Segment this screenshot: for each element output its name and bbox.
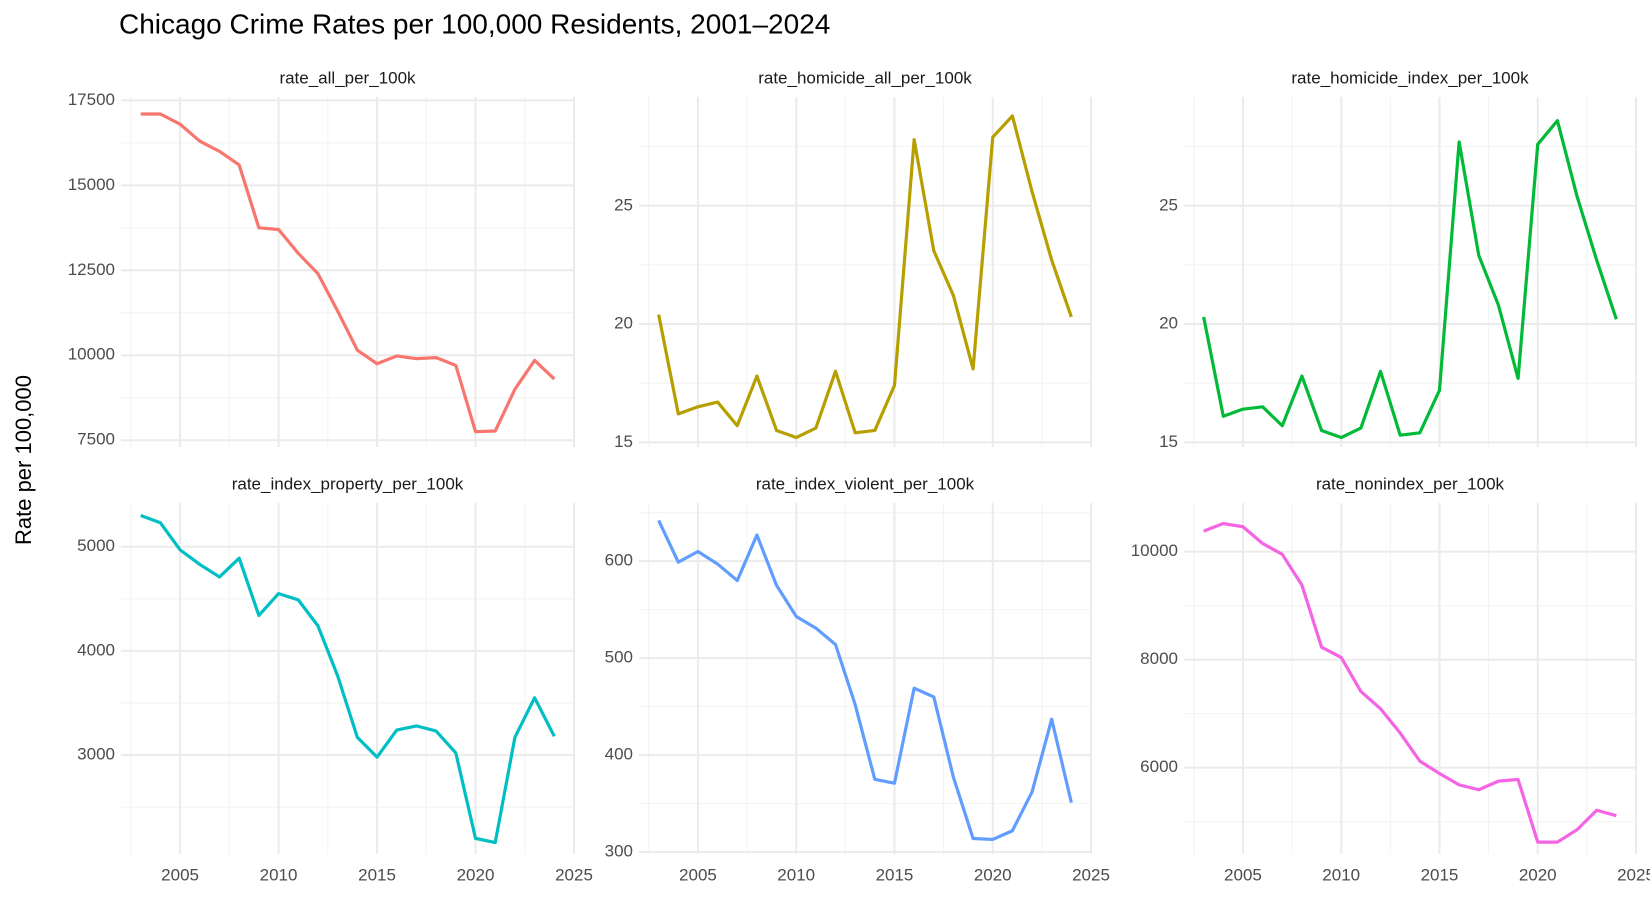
- x-tick-label: 2010: [1322, 865, 1360, 884]
- chart-title: Chicago Crime Rates per 100,000 Resident…: [119, 8, 830, 39]
- y-tick-label: 15: [1159, 432, 1178, 451]
- facet-title: rate_index_violent_per_100k: [756, 474, 975, 493]
- y-tick-label: 6000: [1140, 757, 1178, 776]
- y-tick-label: 8000: [1140, 649, 1178, 668]
- x-tick-label: 2020: [974, 865, 1012, 884]
- x-tick-label: 2010: [777, 865, 815, 884]
- facet-title: rate_homicide_index_per_100k: [1291, 68, 1529, 87]
- data-line: [140, 513, 556, 845]
- y-tick-label: 15000: [68, 175, 115, 194]
- x-tick-label: 2005: [1224, 865, 1262, 884]
- x-tick-label: 2020: [1519, 865, 1557, 884]
- x-tick-label: 2010: [260, 865, 298, 884]
- y-tick-label: 5000: [77, 536, 115, 555]
- y-tick-label: 12500: [68, 260, 115, 279]
- y-tick-label: 20: [1159, 314, 1178, 333]
- x-tick-label: 2025: [1617, 865, 1650, 884]
- x-tick-label: 2015: [1421, 865, 1459, 884]
- facet-title: rate_homicide_all_per_100k: [758, 68, 972, 87]
- x-tick-label: 2005: [679, 865, 717, 884]
- y-tick-label: 600: [605, 551, 633, 570]
- y-tick-label: 10000: [1131, 541, 1178, 560]
- y-tick-label: 400: [605, 745, 633, 764]
- data-line: [657, 519, 1073, 842]
- y-tick-label: 10000: [68, 345, 115, 364]
- y-tick-label: 300: [605, 842, 633, 861]
- x-tick-label: 2015: [358, 865, 396, 884]
- data-line: [1202, 119, 1618, 440]
- x-tick-label: 2015: [876, 865, 914, 884]
- y-tick-label: 20: [614, 314, 633, 333]
- y-tick-label: 17500: [68, 90, 115, 109]
- x-tick-label: 2025: [1072, 865, 1110, 884]
- y-axis-label: Rate per 100,000: [11, 375, 36, 545]
- x-tick-label: 2005: [161, 865, 199, 884]
- y-tick-label: 7500: [77, 430, 115, 449]
- y-tick-label: 4000: [77, 640, 115, 659]
- facet-title: rate_nonindex_per_100k: [1316, 474, 1505, 493]
- y-tick-label: 25: [1159, 195, 1178, 214]
- y-tick-label: 15: [614, 432, 633, 451]
- x-tick-label: 2020: [457, 865, 495, 884]
- y-tick-label: 3000: [77, 745, 115, 764]
- data-line: [140, 112, 556, 434]
- data-line: [1203, 521, 1617, 844]
- x-tick-label: 2025: [555, 865, 593, 884]
- data-line: [657, 114, 1073, 440]
- facet-title: rate_all_per_100k: [279, 68, 416, 87]
- y-tick-label: 500: [605, 648, 633, 667]
- y-tick-label: 25: [614, 195, 633, 214]
- facet-title: rate_index_property_per_100k: [232, 474, 464, 493]
